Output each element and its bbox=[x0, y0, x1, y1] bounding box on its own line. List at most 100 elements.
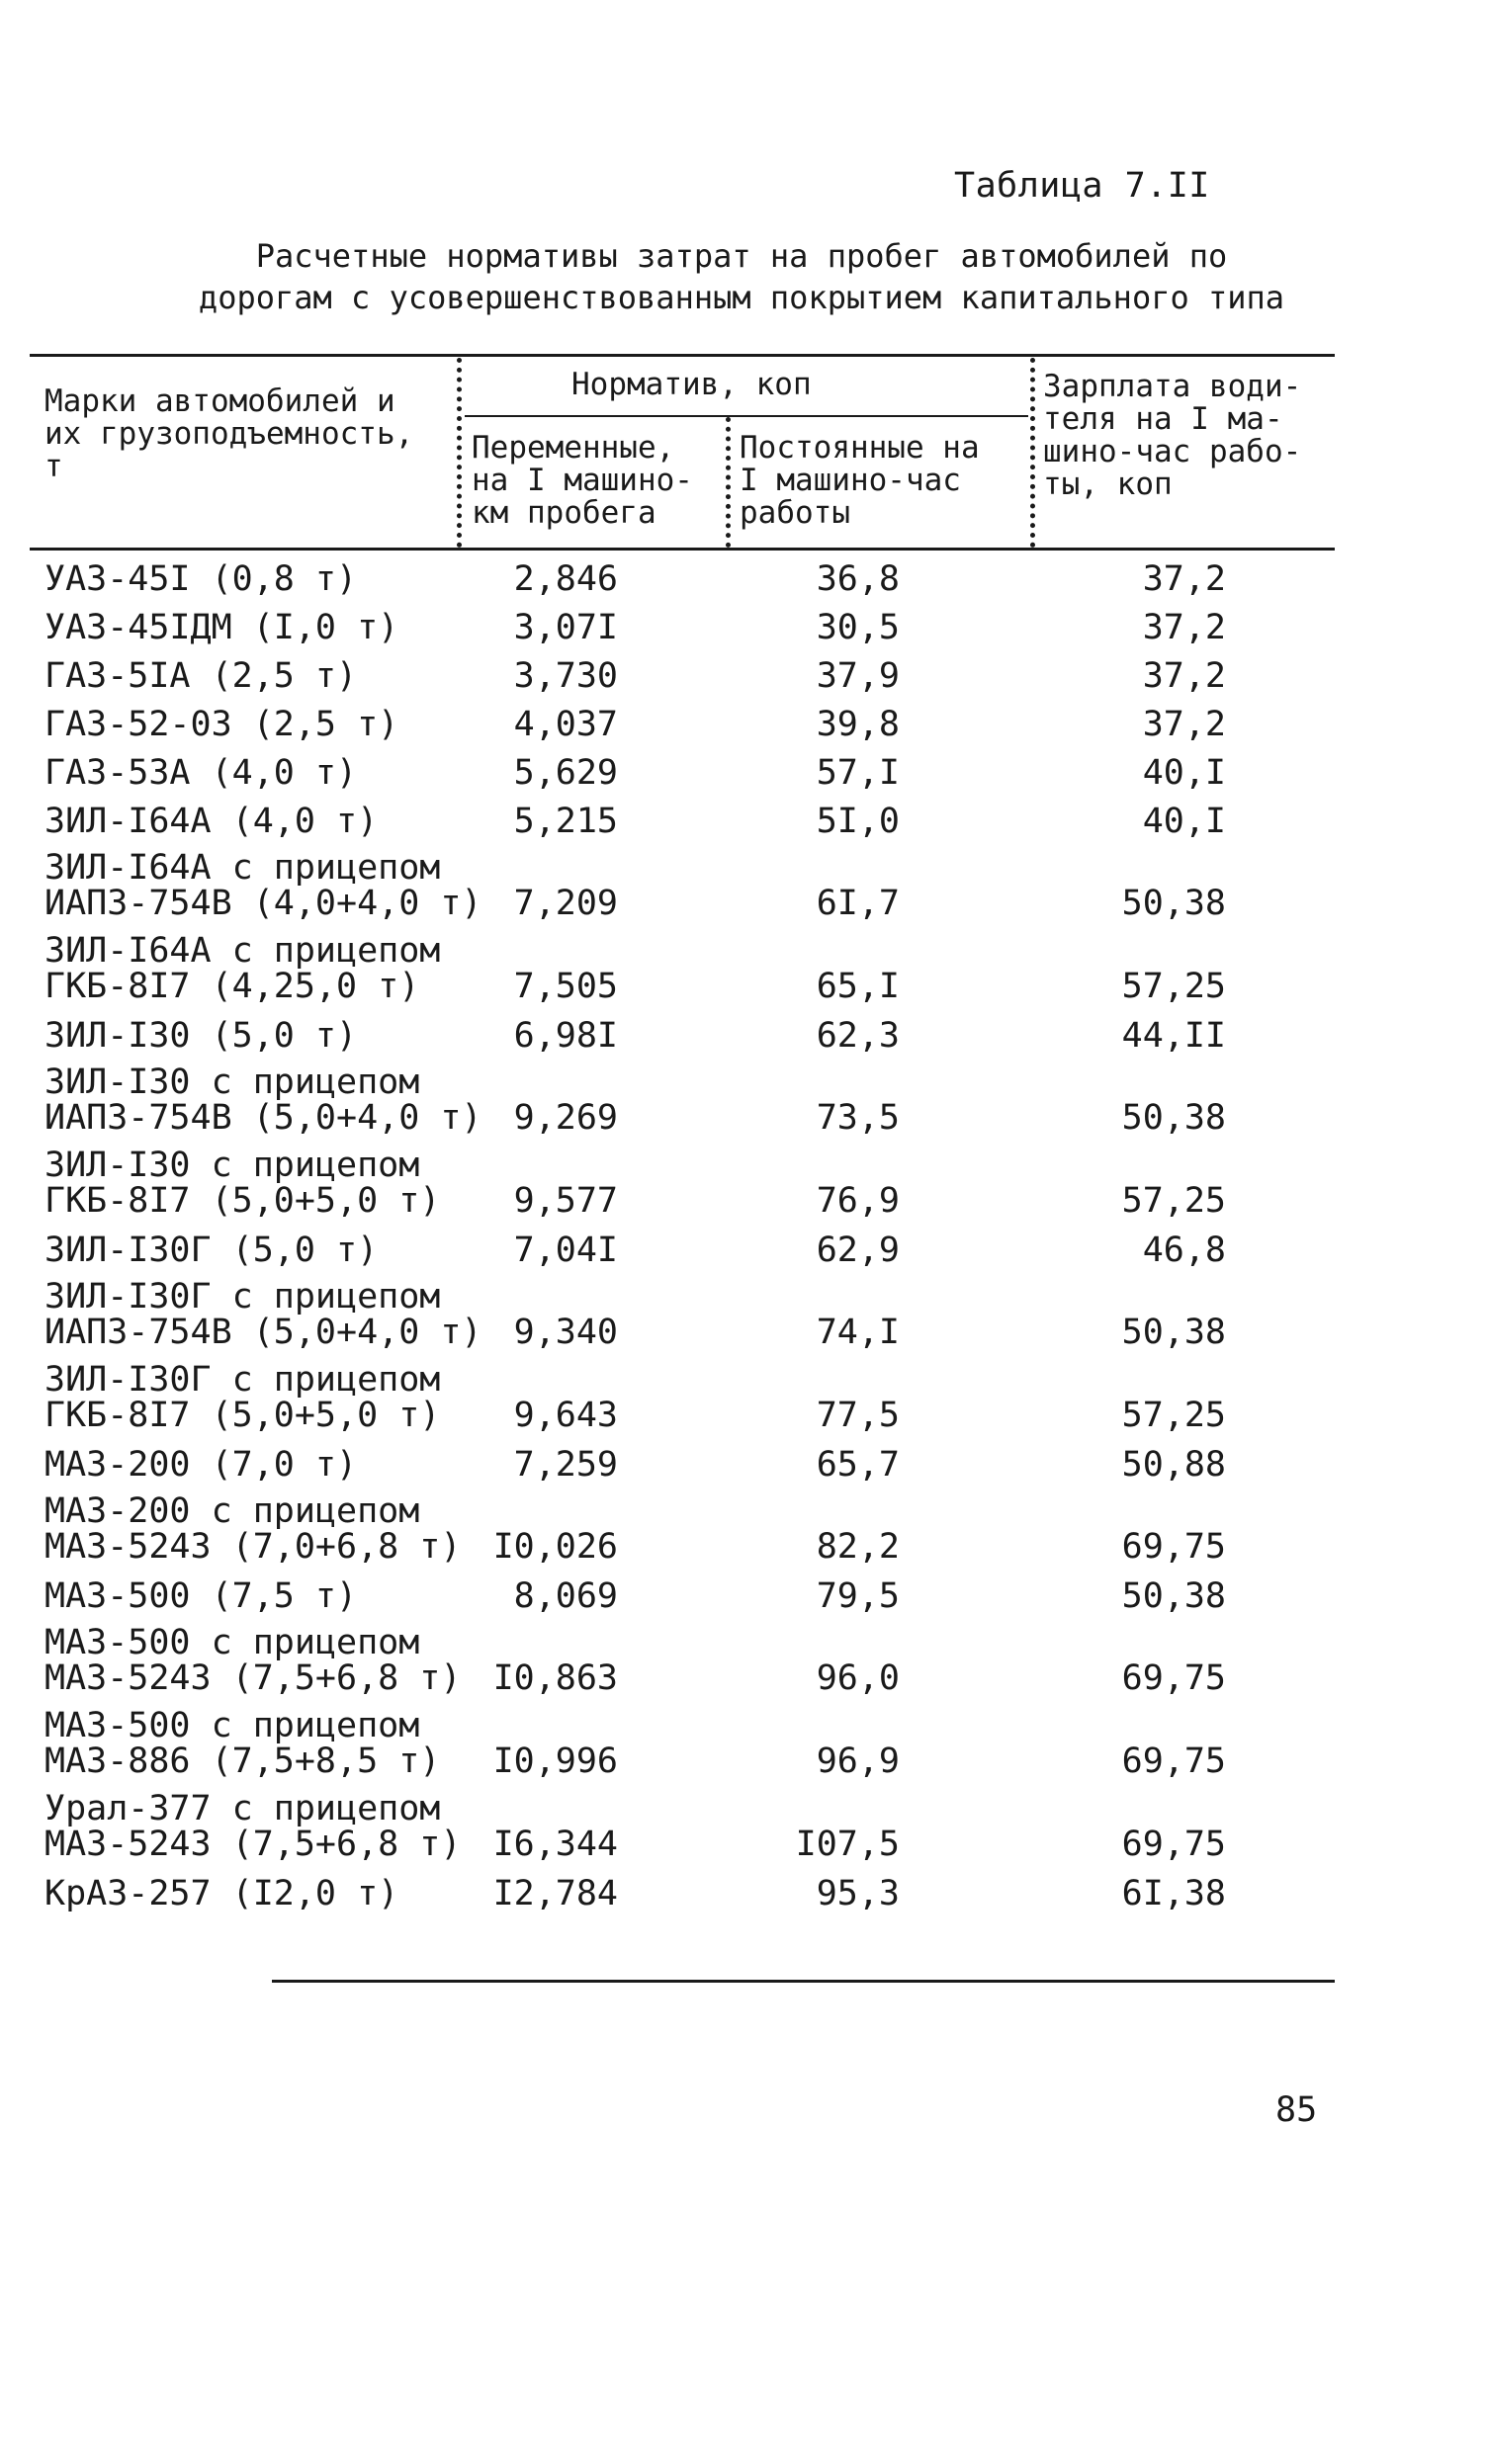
fixed-cost: 39,8 bbox=[816, 705, 900, 744]
header-norm-group: Норматив, коп bbox=[571, 367, 812, 402]
title-line-1: Расчетные нормативы затрат на пробег авт… bbox=[255, 237, 1228, 275]
driver-wage: 50,38 bbox=[1121, 1576, 1226, 1616]
variable-cost: 7,04I bbox=[513, 1231, 618, 1270]
fixed-cost: 96,0 bbox=[816, 1658, 900, 1698]
table-title: Расчетные нормативы затрат на пробег авт… bbox=[129, 235, 1355, 318]
column-separator-1 bbox=[457, 358, 462, 548]
vehicle-name: ГАЗ-52-03 (2,5 т) bbox=[44, 705, 399, 744]
fixed-cost: 57,I bbox=[816, 753, 900, 793]
table-top-rule bbox=[30, 354, 1335, 357]
variable-cost: 3,730 bbox=[513, 656, 618, 696]
variable-cost: 9,577 bbox=[513, 1181, 618, 1221]
table-body: УАЗ-45I (0,8 т) 2,846 36,8 37,2 УАЗ-45IД… bbox=[0, 553, 1486, 1916]
variable-cost: 3,07I bbox=[513, 608, 618, 647]
table-row: МАЗ-200 с прицепом МАЗ-5243 (7,0+6,8 т) … bbox=[0, 1487, 1486, 1571]
driver-wage: 57,25 bbox=[1121, 967, 1226, 1006]
fixed-cost: 30,5 bbox=[816, 608, 900, 647]
column-separator-3 bbox=[1030, 358, 1035, 548]
vehicle-name: МАЗ-500 с прицепом МАЗ-886 (7,5+8,5 т) bbox=[44, 1706, 441, 1781]
vehicle-name: ЗИЛ-I64A с прицепом ГКБ-8I7 (4,25,0 т) bbox=[44, 931, 441, 1006]
vehicle-name: КрАЗ-257 (I2,0 т) bbox=[44, 1874, 399, 1913]
vehicle-name: МАЗ-500 с прицепом МАЗ-5243 (7,5+6,8 т) bbox=[44, 1623, 462, 1698]
fixed-cost: 36,8 bbox=[816, 559, 900, 599]
vehicle-name: ЗИЛ-I64A (4,0 т) bbox=[44, 802, 379, 841]
table-row: ГАЗ-53A (4,0 т) 5,629 57,I 40,I bbox=[0, 747, 1486, 796]
table-row: КрАЗ-257 (I2,0 т) I2,784 95,3 6I,38 bbox=[0, 1868, 1486, 1916]
variable-cost: 7,505 bbox=[513, 967, 618, 1006]
header-bottom-rule bbox=[30, 548, 1335, 551]
table-row: ЗИЛ-I64A (4,0 т) 5,215 5I,0 40,I bbox=[0, 796, 1486, 844]
driver-wage: 57,25 bbox=[1121, 1181, 1226, 1221]
fixed-cost: 6I,7 bbox=[816, 884, 900, 923]
variable-cost: 8,069 bbox=[513, 1576, 618, 1616]
table-row: ЗИЛ-I30Г с прицепом ГКБ-8I7 (5,0+5,0 т) … bbox=[0, 1356, 1486, 1439]
header-wage: Зарплата води- теля на I ма- шино-час ра… bbox=[1043, 369, 1302, 502]
table-row: УАЗ-45IДМ (I,0 т) 3,07I 30,5 37,2 bbox=[0, 602, 1486, 650]
fixed-cost: 82,2 bbox=[816, 1527, 900, 1567]
vehicle-name: ГАЗ-5IA (2,5 т) bbox=[44, 656, 358, 696]
variable-cost: I0,996 bbox=[492, 1742, 618, 1781]
vehicle-name: ЗИЛ-I30Г с прицепом ГКБ-8I7 (5,0+5,0 т) bbox=[44, 1360, 441, 1435]
fixed-cost: 77,5 bbox=[816, 1396, 900, 1435]
vehicle-name: ЗИЛ-I30Г с прицепом ИАП3-754В (5,0+4,0 т… bbox=[44, 1277, 482, 1352]
driver-wage: 50,88 bbox=[1121, 1445, 1226, 1485]
fixed-cost: 96,9 bbox=[816, 1742, 900, 1781]
vehicle-name: УАЗ-45I (0,8 т) bbox=[44, 559, 358, 599]
fixed-cost: 79,5 bbox=[816, 1576, 900, 1616]
vehicle-name: УАЗ-45IДМ (I,0 т) bbox=[44, 608, 399, 647]
header-variable: Переменные, на I машино- км пробега bbox=[472, 430, 693, 531]
variable-cost: 6,98I bbox=[513, 1016, 618, 1056]
driver-wage: 46,8 bbox=[1142, 1231, 1226, 1270]
table-row: УАЗ-45I (0,8 т) 2,846 36,8 37,2 bbox=[0, 553, 1486, 602]
vehicle-name: ГАЗ-53A (4,0 т) bbox=[44, 753, 358, 793]
fixed-cost: 74,I bbox=[816, 1313, 900, 1352]
page-number: 85 bbox=[1275, 2090, 1318, 2130]
table-row: МАЗ-500 с прицепом МАЗ-886 (7,5+8,5 т) I… bbox=[0, 1702, 1486, 1785]
driver-wage: 44,II bbox=[1121, 1016, 1226, 1056]
header-brand: Марки автомобилей и их грузоподъемность,… bbox=[44, 383, 414, 484]
title-line-2: дорогам с усовершенствованным покрытием … bbox=[198, 279, 1285, 316]
fixed-cost: 62,3 bbox=[816, 1016, 900, 1056]
driver-wage: 69,75 bbox=[1121, 1658, 1226, 1698]
driver-wage: 40,I bbox=[1142, 753, 1226, 793]
variable-cost: I6,344 bbox=[492, 1825, 618, 1864]
table-row: ЗИЛ-I30Г с прицепом ИАП3-754В (5,0+4,0 т… bbox=[0, 1273, 1486, 1356]
variable-cost: I0,863 bbox=[492, 1658, 618, 1698]
table-row: ЗИЛ-I64A с прицепом ГКБ-8I7 (4,25,0 т) 7… bbox=[0, 927, 1486, 1010]
table-row: ЗИЛ-I64A с прицепом ИАП3-754В (4,0+4,0 т… bbox=[0, 844, 1486, 927]
table-row: МАЗ-500 с прицепом МАЗ-5243 (7,5+6,8 т) … bbox=[0, 1619, 1486, 1702]
vehicle-name: ЗИЛ-I30 с прицепом ГКБ-8I7 (5,0+5,0 т) bbox=[44, 1146, 441, 1221]
vehicle-name: МАЗ-200 (7,0 т) bbox=[44, 1445, 358, 1485]
table-row: ГАЗ-52-03 (2,5 т) 4,037 39,8 37,2 bbox=[0, 699, 1486, 747]
table-row: ЗИЛ-I30 (5,0 т) 6,98I 62,3 44,II bbox=[0, 1010, 1486, 1059]
driver-wage: 37,2 bbox=[1142, 656, 1226, 696]
table-label: Таблица 7.II bbox=[954, 166, 1210, 206]
variable-cost: 5,215 bbox=[513, 802, 618, 841]
vehicle-name: ЗИЛ-I64A с прицепом ИАП3-754В (4,0+4,0 т… bbox=[44, 848, 482, 923]
vehicle-name: ЗИЛ-I30 с прицепом ИАП3-754В (5,0+4,0 т) bbox=[44, 1062, 482, 1138]
variable-cost: I0,026 bbox=[492, 1527, 618, 1567]
driver-wage: 69,75 bbox=[1121, 1742, 1226, 1781]
table-row: МАЗ-200 (7,0 т) 7,259 65,7 50,88 bbox=[0, 1439, 1486, 1487]
fixed-cost: 65,I bbox=[816, 967, 900, 1006]
variable-cost: 9,269 bbox=[513, 1098, 618, 1138]
variable-cost: 9,643 bbox=[513, 1396, 618, 1435]
driver-wage: 69,75 bbox=[1121, 1825, 1226, 1864]
driver-wage: 37,2 bbox=[1142, 705, 1226, 744]
variable-cost: I2,784 bbox=[492, 1874, 618, 1913]
driver-wage: 50,38 bbox=[1121, 1313, 1226, 1352]
driver-wage: 50,38 bbox=[1121, 884, 1226, 923]
table-row: Урал-377 с прицепом МАЗ-5243 (7,5+6,8 т)… bbox=[0, 1785, 1486, 1868]
driver-wage: 6I,38 bbox=[1121, 1874, 1226, 1913]
table-row: ГАЗ-5IA (2,5 т) 3,730 37,9 37,2 bbox=[0, 650, 1486, 699]
fixed-cost: 95,3 bbox=[816, 1874, 900, 1913]
variable-cost: 4,037 bbox=[513, 705, 618, 744]
variable-cost: 9,340 bbox=[513, 1313, 618, 1352]
driver-wage: 40,I bbox=[1142, 802, 1226, 841]
variable-cost: 7,259 bbox=[513, 1445, 618, 1485]
fixed-cost: I07,5 bbox=[795, 1825, 900, 1864]
column-separator-2 bbox=[726, 417, 731, 548]
driver-wage: 50,38 bbox=[1121, 1098, 1226, 1138]
table-row: ЗИЛ-I30 с прицепом ИАП3-754В (5,0+4,0 т)… bbox=[0, 1059, 1486, 1142]
vehicle-name: МАЗ-200 с прицепом МАЗ-5243 (7,0+6,8 т) bbox=[44, 1491, 462, 1567]
